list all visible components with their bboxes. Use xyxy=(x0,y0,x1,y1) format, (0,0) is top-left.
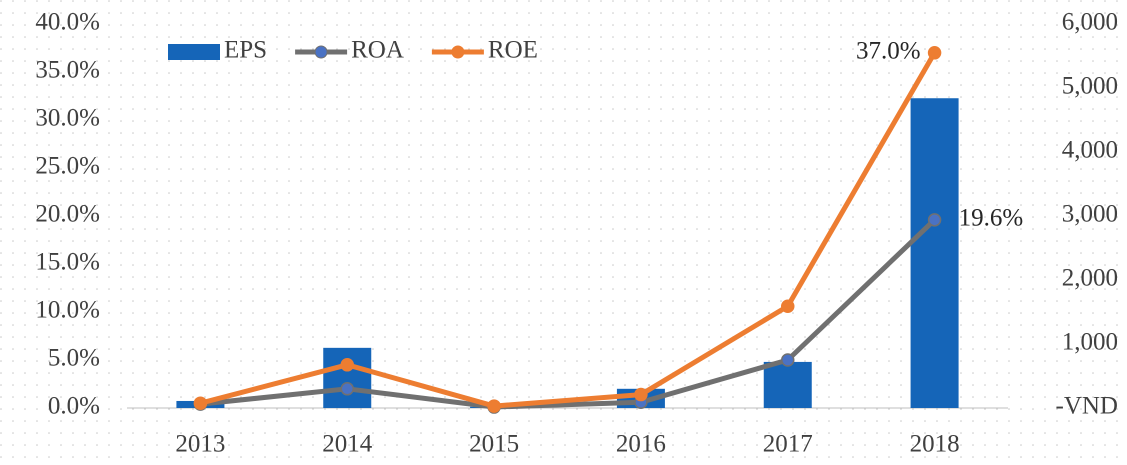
legend-marker xyxy=(451,45,465,59)
y2-tick-label: 2,000 xyxy=(1062,265,1118,292)
y-tick-label: 25.0% xyxy=(35,153,100,180)
marker xyxy=(781,353,795,367)
x-tick-label: 2013 xyxy=(175,431,225,458)
y-tick-label: 10.0% xyxy=(35,297,100,324)
y-tick-label: 40.0% xyxy=(35,9,100,36)
y2-tick-label: 3,000 xyxy=(1062,201,1118,228)
bar xyxy=(910,98,959,409)
x-tick-label: 2018 xyxy=(910,431,960,458)
y2-tick-label: 6,000 xyxy=(1062,9,1118,36)
y-tick-label: 35.0% xyxy=(35,57,100,84)
data-label: 19.6% xyxy=(959,205,1024,232)
marker xyxy=(781,299,795,313)
y2-tick-label: 4,000 xyxy=(1062,137,1118,164)
legend-swatch xyxy=(168,44,220,60)
line xyxy=(200,218,937,410)
y-tick-label: 20.0% xyxy=(35,201,100,228)
marker xyxy=(340,358,354,372)
legend-label: EPS xyxy=(224,37,267,64)
y2-tick-label: 5,000 xyxy=(1062,73,1118,100)
y2-tick-label: -VND xyxy=(1056,393,1119,420)
bar xyxy=(763,361,812,408)
y-tick-label: 5.0% xyxy=(48,345,100,372)
marker xyxy=(487,399,501,413)
legend-marker xyxy=(314,45,328,59)
marker xyxy=(927,46,942,60)
legend-label: ROE xyxy=(488,37,538,64)
marker xyxy=(927,213,942,227)
y-tick-label: 15.0% xyxy=(35,249,100,276)
marker xyxy=(340,382,354,396)
x-tick-label: 2015 xyxy=(469,431,519,458)
x-tick-label: 2017 xyxy=(763,431,813,458)
y-tick-label: 0.0% xyxy=(48,393,100,420)
bar xyxy=(323,347,372,408)
y-tick-label: 30.0% xyxy=(35,105,100,132)
marker xyxy=(193,396,208,410)
line xyxy=(199,51,937,409)
data-label: 37.0% xyxy=(856,38,921,65)
y2-tick-label: 1,000 xyxy=(1062,329,1118,356)
x-tick-label: 2014 xyxy=(322,431,373,458)
legend-label: ROA xyxy=(351,37,404,64)
x-tick-label: 2016 xyxy=(616,431,666,458)
marker xyxy=(634,387,648,402)
